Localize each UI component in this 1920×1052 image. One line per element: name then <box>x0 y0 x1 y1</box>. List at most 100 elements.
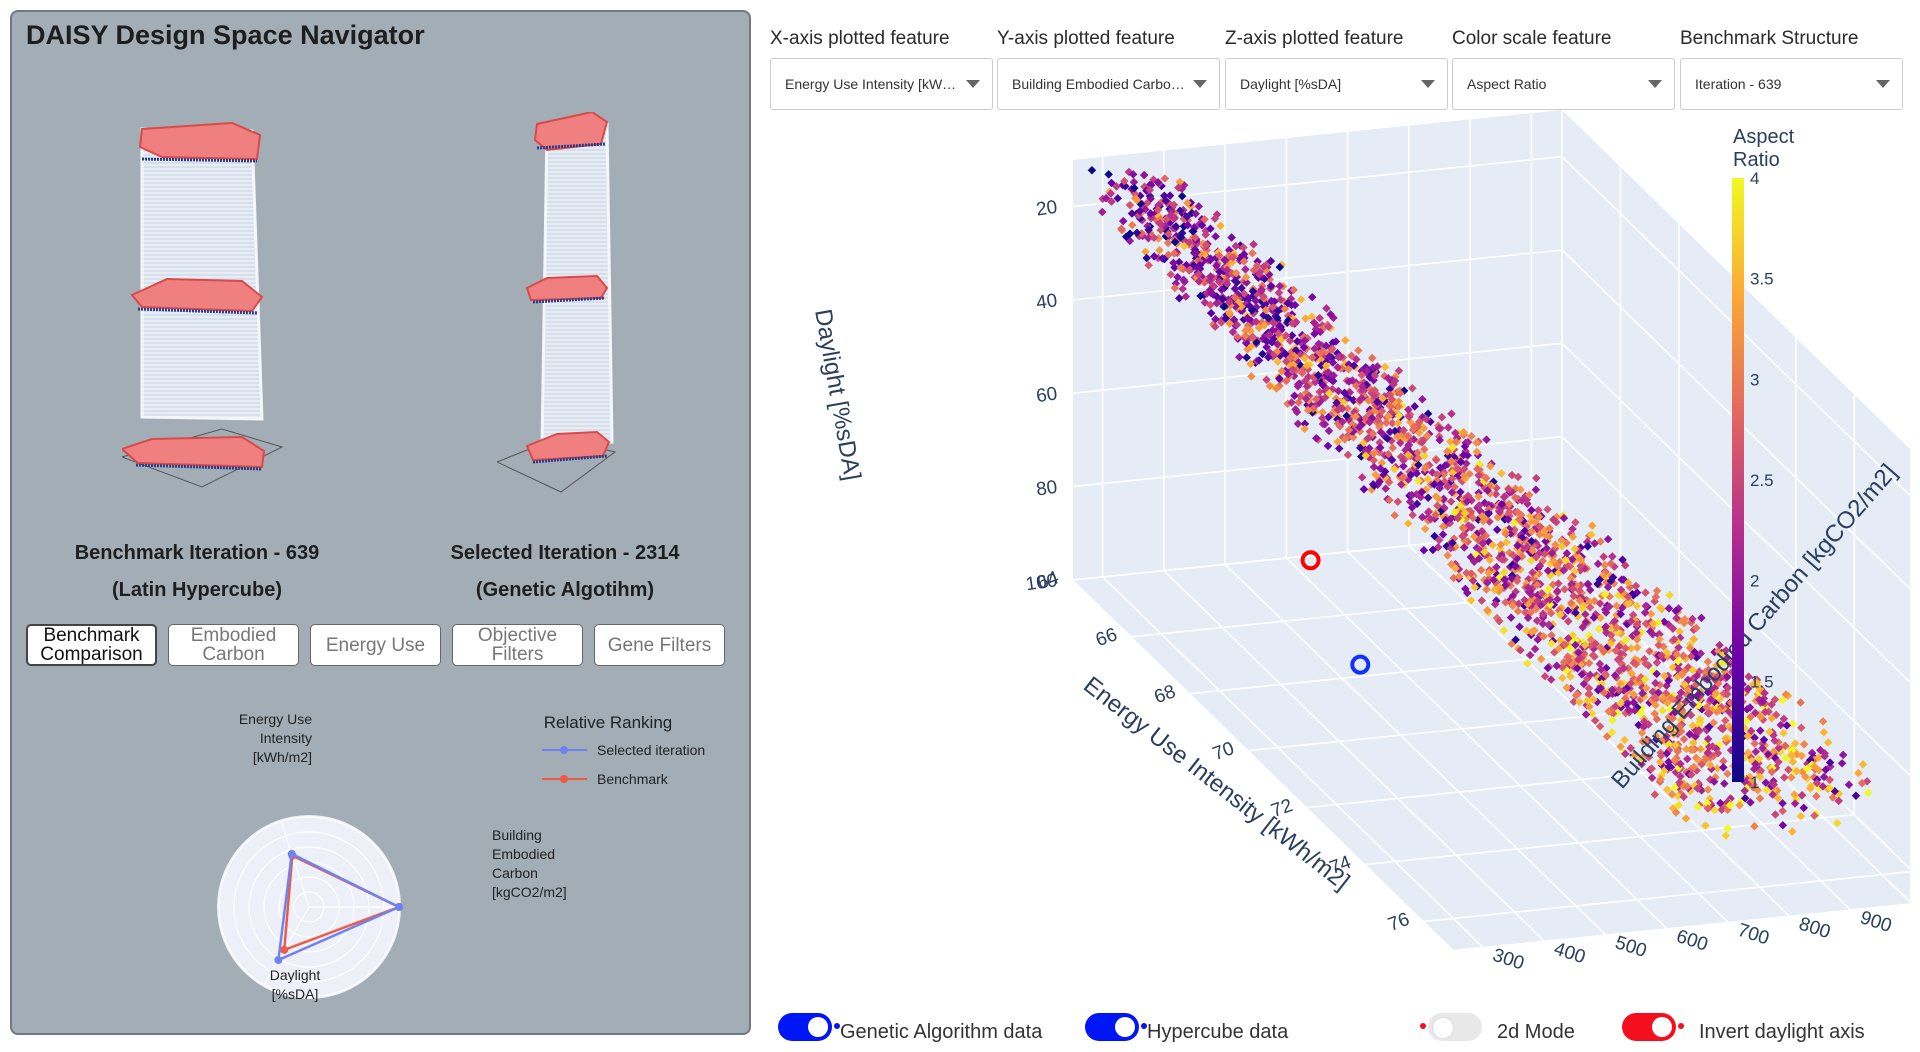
scatter-point <box>1788 757 1798 767</box>
tab-energy-use[interactable]: Energy Use <box>310 624 441 666</box>
benchmark-point-marker <box>1300 550 1321 571</box>
scatter-point <box>1513 541 1522 550</box>
scatter-point <box>1432 455 1441 465</box>
genetic-algorithm-toggle[interactable] <box>778 1013 832 1041</box>
scatter-point <box>1608 552 1617 561</box>
scatter-point <box>1505 507 1514 517</box>
benchmark-structure-dropdown[interactable]: Iteration - 639 <box>1680 58 1903 110</box>
scatter-point <box>1491 489 1501 499</box>
scatter-point <box>1758 744 1767 753</box>
x-axis-feature-dropdown[interactable]: Energy Use Intensity [kWh/m2] <box>770 58 993 110</box>
scatter-point <box>1482 435 1491 444</box>
y-axis-feature-dropdown[interactable]: Building Embodied Carbon [kgCO2/m2] <box>997 58 1220 110</box>
scatter-point <box>1692 671 1702 681</box>
scatter-point <box>1820 752 1829 761</box>
scatter-point <box>1664 739 1674 749</box>
scatter-point <box>1571 608 1580 618</box>
tab-embodied-carbon[interactable]: Embodied Carbon <box>168 624 299 666</box>
benchmark-building-model[interactable] <box>122 117 292 502</box>
scatter-point <box>1478 539 1487 548</box>
scatter-point <box>1385 495 1394 505</box>
scatter-point <box>1657 651 1666 660</box>
scatter-point <box>1515 515 1525 524</box>
scatter-point <box>1300 419 1310 429</box>
2d-mode-toggle[interactable] <box>1428 1013 1482 1041</box>
scatter-point <box>1564 634 1573 643</box>
scatter-point <box>1423 431 1432 441</box>
scatter-point <box>1419 546 1429 555</box>
scatter-point <box>1703 688 1713 697</box>
scatter-point <box>1142 253 1151 263</box>
scatter-point <box>1812 791 1821 801</box>
radar-legend-selected[interactable]: Selected iteration <box>542 742 705 758</box>
scatter-point <box>1426 514 1435 524</box>
scatter-point <box>1497 499 1507 509</box>
scatter-point <box>1417 487 1427 497</box>
scatter-point <box>1719 763 1728 772</box>
scatter-point <box>1378 394 1387 403</box>
scatter-point <box>1618 555 1627 564</box>
scatter-point <box>1434 424 1444 433</box>
scatter-point <box>1543 505 1552 514</box>
scatter-point <box>1404 405 1413 414</box>
scatter-point <box>1709 777 1719 786</box>
scatter-point <box>1317 361 1326 370</box>
scatter-point <box>1768 790 1777 799</box>
scatter-point <box>1338 417 1347 427</box>
scatter-point <box>1547 631 1556 640</box>
scatter-point <box>1549 515 1558 524</box>
scatter-point <box>1799 739 1809 749</box>
scatter-point <box>1648 629 1657 639</box>
radar-point <box>274 956 283 965</box>
scatter-point <box>1632 628 1641 637</box>
scatter-point <box>1668 714 1677 723</box>
scatter-point <box>1632 620 1642 629</box>
scatter-point <box>1599 552 1608 561</box>
scatter-point <box>1087 165 1097 175</box>
scatter-point <box>1665 590 1674 600</box>
radar-point <box>287 849 296 858</box>
scatter-point <box>1616 742 1625 751</box>
scatter-point <box>1417 438 1427 447</box>
scatter-point <box>1695 714 1705 724</box>
scatter-point <box>1333 363 1342 372</box>
hypercube-toggle[interactable] <box>1085 1013 1139 1041</box>
scatter-point <box>1864 788 1873 797</box>
scatter-point <box>1715 640 1724 650</box>
scatter-point <box>1472 438 1481 447</box>
scatter-point <box>1650 709 1659 718</box>
scatter-3d-plot[interactable]: 6466687072747630040050060070080090010002… <box>752 10 1910 1000</box>
scatter-point <box>1760 688 1769 698</box>
invert-daylight-toggle[interactable] <box>1622 1013 1676 1041</box>
z-axis-feature-dropdown[interactable]: Daylight [%sDA] <box>1225 58 1448 110</box>
scatter-point <box>1315 387 1324 397</box>
scatter-point <box>1340 388 1349 398</box>
scatter-point <box>1431 510 1440 520</box>
tab-objective-filters[interactable]: Objective Filters <box>452 624 583 666</box>
scatter-point <box>1376 464 1385 473</box>
scatter-point <box>1439 494 1448 504</box>
scatter-point <box>1383 434 1392 443</box>
scatter-point <box>1669 729 1679 739</box>
scatter-point <box>1513 472 1523 482</box>
scatter-point <box>1585 670 1595 680</box>
scatter-point <box>1340 435 1350 444</box>
scatter-point <box>1166 211 1175 220</box>
scatter-point <box>1310 329 1319 339</box>
scatter-point <box>1456 487 1465 497</box>
scatter-point <box>1574 648 1583 657</box>
scatter-point <box>1626 643 1636 653</box>
tab-benchmark-comparison[interactable]: Benchmark Comparison <box>26 624 157 666</box>
scatter-point <box>1610 671 1620 680</box>
tab-gene-filters[interactable]: Gene Filters <box>594 624 725 666</box>
scatter-point <box>1590 539 1599 548</box>
scatter-point <box>1657 736 1666 746</box>
scatter-point <box>1281 349 1290 359</box>
radar-legend-benchmark[interactable]: Benchmark <box>542 771 669 787</box>
scatter-point <box>1779 714 1789 724</box>
color-feature-dropdown[interactable]: Aspect Ratio <box>1452 58 1675 110</box>
scatter-point <box>1790 799 1800 808</box>
scatter-point <box>1552 661 1561 670</box>
scatter-point <box>1725 800 1735 810</box>
selected-building-model[interactable] <box>497 112 637 497</box>
